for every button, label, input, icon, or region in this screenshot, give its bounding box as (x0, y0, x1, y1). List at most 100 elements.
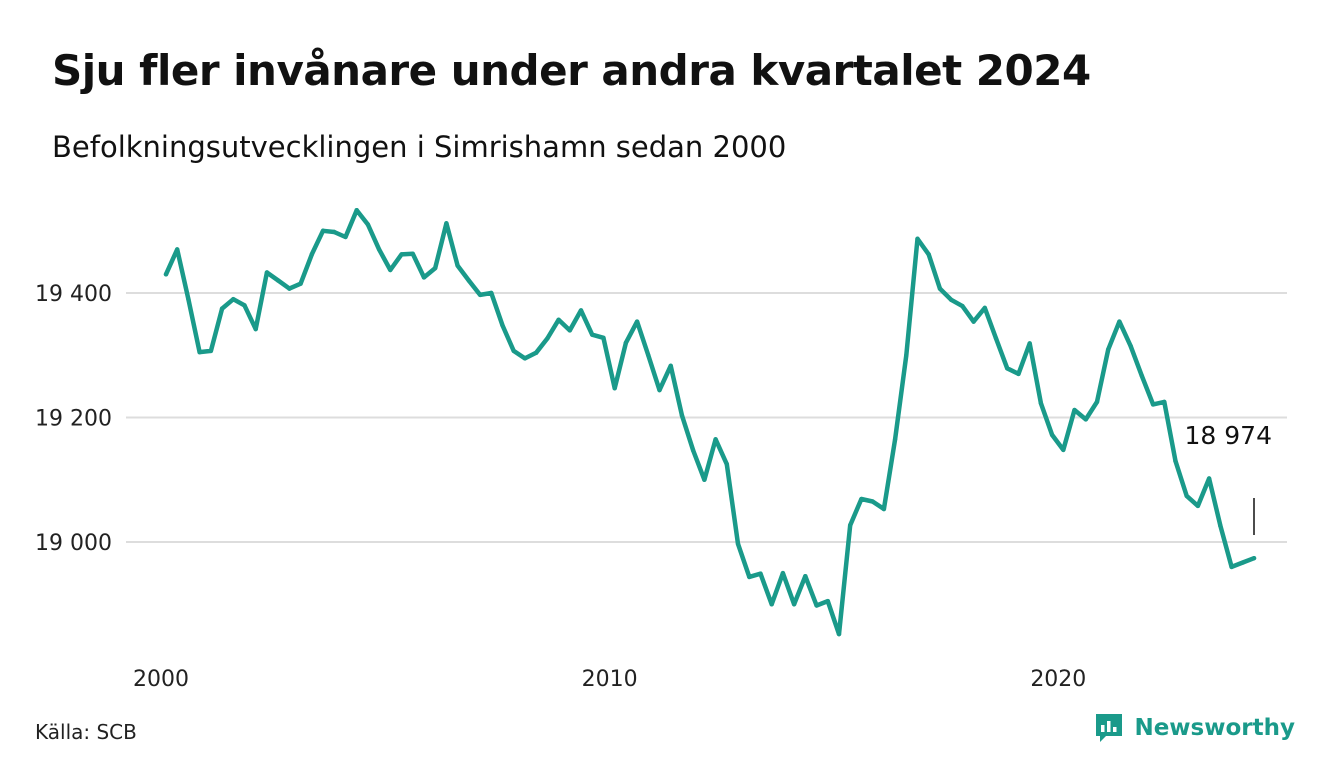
data-point (455, 263, 460, 268)
data-point (1206, 476, 1212, 481)
data-point (231, 297, 236, 302)
data-point (365, 222, 371, 227)
data-point (960, 303, 965, 309)
data-point (1061, 447, 1066, 453)
data-point (1083, 417, 1088, 422)
end-value-label: 18 974 (1185, 421, 1272, 450)
data-point (1038, 400, 1044, 406)
x-tick-label: 2000 (133, 667, 189, 692)
data-point (724, 461, 730, 467)
data-point (926, 252, 931, 257)
data-point (690, 448, 696, 453)
data-point (948, 297, 954, 303)
data-point (388, 267, 393, 273)
data-point (354, 208, 359, 213)
y-axis-labels: 19 000 19 200 19 400 (35, 282, 112, 556)
data-point (253, 326, 258, 332)
data-point (298, 281, 303, 286)
grid-lines (126, 292, 1287, 543)
data-point (780, 570, 786, 576)
data-point (971, 319, 976, 324)
data-point (421, 275, 427, 280)
data-point (511, 348, 516, 354)
data-point (623, 340, 629, 345)
data-point (309, 252, 315, 257)
series-line (163, 207, 1257, 637)
data-point (612, 386, 617, 391)
data-point (1162, 399, 1167, 405)
data-point (522, 356, 528, 361)
data-point (242, 303, 247, 308)
data-point (1240, 560, 1245, 565)
source-note: Källa: SCB (35, 720, 137, 744)
data-point (1139, 373, 1145, 378)
data-point (836, 631, 842, 637)
data-point (444, 221, 449, 226)
data-point (1218, 523, 1223, 529)
chart-title: Sju fler invånare under andra kvartalet … (52, 46, 1091, 95)
data-point (758, 571, 763, 576)
data-point (1150, 402, 1156, 407)
data-point (287, 286, 292, 291)
data-point (859, 496, 864, 502)
data-point (332, 229, 337, 235)
data-point (275, 278, 281, 283)
brand-logo[interactable]: Newsworthy (1094, 712, 1295, 744)
data-point (993, 336, 999, 341)
data-point (1016, 371, 1021, 377)
data-point (477, 292, 483, 298)
data-point (1072, 407, 1077, 413)
end-annotation: 18 974 (1185, 421, 1272, 535)
line-chart: 19 000 19 200 19 400 2000 2010 2020 18 974 (35, 207, 1287, 692)
data-point (713, 437, 718, 442)
data-point (556, 317, 561, 322)
data-point (175, 247, 180, 252)
data-point (769, 602, 774, 607)
chart-subtitle: Befolkningsutvecklingen i Simrishamn sed… (52, 130, 787, 164)
data-point (1128, 343, 1133, 349)
data-point (264, 270, 270, 275)
data-point (1049, 432, 1055, 438)
data-point (590, 332, 595, 337)
data-point (208, 348, 214, 354)
data-point (601, 335, 606, 341)
data-point (814, 603, 819, 608)
series-group (163, 207, 1257, 637)
data-point (1184, 493, 1189, 499)
data-point (702, 477, 707, 482)
data-point (410, 251, 415, 256)
data-point (1105, 347, 1111, 352)
data-point (186, 297, 191, 302)
x-axis-labels: 2000 2010 2020 (133, 667, 1086, 692)
data-point (735, 541, 741, 547)
data-point (634, 319, 640, 324)
data-point (1251, 555, 1257, 561)
data-point (1195, 503, 1201, 509)
data-point (747, 574, 752, 580)
data-point (578, 308, 584, 313)
data-point (320, 228, 326, 233)
data-point (904, 353, 909, 358)
data-point (1027, 341, 1032, 346)
data-point (1005, 366, 1010, 371)
data-point (399, 252, 404, 257)
y-tick-label: 19 200 (35, 407, 112, 432)
data-point (892, 437, 898, 442)
y-tick-label: 19 000 (35, 531, 112, 556)
data-point (545, 336, 550, 341)
brand-name: Newsworthy (1134, 715, 1295, 741)
data-point (982, 305, 988, 311)
x-tick-label: 2020 (1030, 667, 1086, 692)
data-point (1094, 399, 1100, 405)
data-point (567, 328, 572, 333)
data-point (881, 506, 887, 512)
data-point (937, 286, 943, 291)
data-point (343, 234, 348, 240)
data-point (646, 353, 651, 358)
data-point (197, 349, 202, 355)
data-point (376, 247, 382, 252)
data-point (489, 290, 494, 296)
y-tick-label: 19 400 (35, 282, 112, 307)
data-point (500, 323, 505, 328)
newsworthy-logo-icon (1096, 714, 1123, 742)
